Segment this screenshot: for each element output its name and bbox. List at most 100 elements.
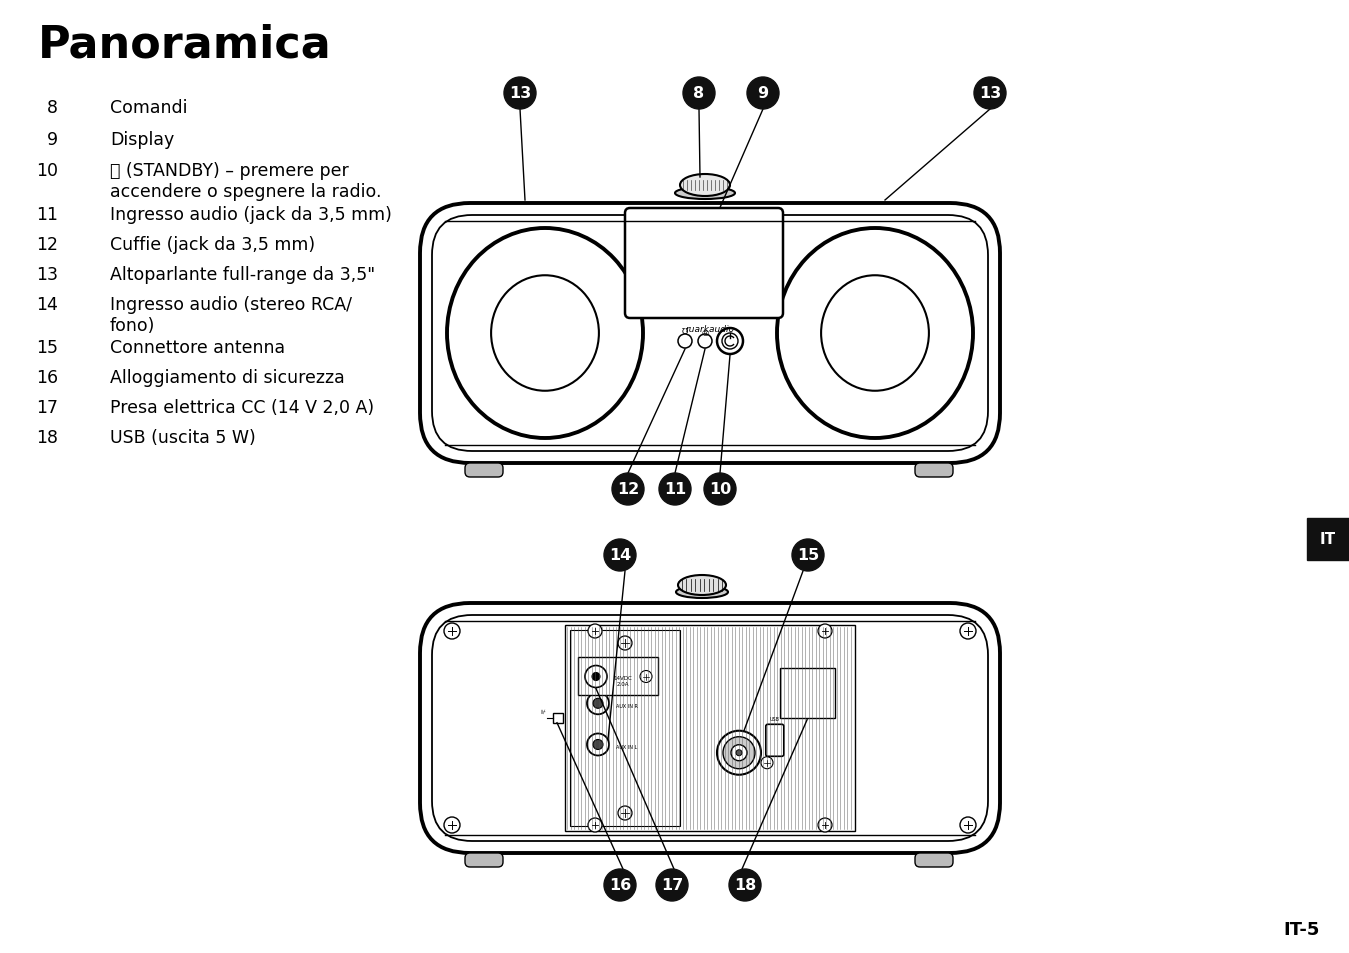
FancyBboxPatch shape [1307, 518, 1349, 560]
Circle shape [718, 329, 743, 355]
Text: 12: 12 [36, 235, 58, 253]
Circle shape [587, 693, 608, 715]
Circle shape [960, 623, 975, 639]
Text: 13: 13 [509, 87, 532, 101]
FancyBboxPatch shape [915, 853, 952, 867]
Text: 14VDC
2.0A: 14VDC 2.0A [614, 676, 633, 686]
Circle shape [697, 335, 712, 349]
Text: USB: USB [770, 716, 780, 721]
FancyBboxPatch shape [553, 713, 563, 723]
FancyBboxPatch shape [420, 204, 1000, 463]
FancyBboxPatch shape [625, 209, 782, 318]
FancyBboxPatch shape [780, 668, 835, 718]
Circle shape [817, 624, 832, 639]
Text: USB (uscita 5 W): USB (uscita 5 W) [111, 429, 256, 447]
Text: 12: 12 [616, 482, 639, 497]
Text: Connettore antenna: Connettore antenna [111, 338, 285, 356]
Text: 18: 18 [36, 429, 58, 447]
Circle shape [718, 731, 761, 775]
Text: 11: 11 [36, 206, 58, 224]
Circle shape [588, 624, 602, 639]
Circle shape [747, 78, 778, 110]
Text: ◎: ◎ [701, 327, 708, 336]
Text: 11: 11 [664, 482, 687, 497]
FancyBboxPatch shape [915, 463, 952, 477]
Circle shape [604, 869, 635, 901]
Circle shape [704, 474, 737, 505]
FancyBboxPatch shape [577, 657, 658, 695]
Text: ℧: ℧ [681, 327, 688, 336]
Text: ruarkaudio: ruarkaudio [685, 324, 734, 334]
FancyBboxPatch shape [565, 625, 855, 831]
Text: Ingresso audio (stereo RCA/
fono): Ingresso audio (stereo RCA/ fono) [111, 295, 352, 335]
Text: 10: 10 [36, 162, 58, 180]
Text: 15: 15 [36, 338, 58, 356]
Ellipse shape [676, 586, 728, 598]
Text: Altoparlante full-range da 3,5": Altoparlante full-range da 3,5" [111, 266, 375, 284]
Text: IT-5: IT-5 [1284, 920, 1321, 938]
Circle shape [444, 817, 460, 833]
Circle shape [960, 817, 975, 833]
Text: Ingresso audio (jack da 3,5 mm): Ingresso audio (jack da 3,5 mm) [111, 206, 391, 224]
FancyBboxPatch shape [465, 463, 503, 477]
Ellipse shape [447, 229, 643, 438]
Circle shape [683, 78, 715, 110]
Circle shape [817, 818, 832, 832]
Circle shape [588, 818, 602, 832]
Circle shape [737, 750, 742, 756]
Text: 14: 14 [36, 295, 58, 314]
Ellipse shape [822, 276, 929, 392]
Text: AUX IN R: AUX IN R [616, 703, 638, 708]
Circle shape [594, 699, 603, 708]
Circle shape [618, 806, 631, 821]
Text: ⏻ (STANDBY) – premere per
accendere o spegnere la radio.: ⏻ (STANDBY) – premere per accendere o sp… [111, 162, 382, 200]
Circle shape [612, 474, 643, 505]
Circle shape [731, 745, 747, 760]
Ellipse shape [777, 229, 973, 438]
Text: 17: 17 [36, 398, 58, 416]
Text: 17: 17 [661, 878, 683, 893]
Text: Comandi: Comandi [111, 99, 188, 117]
Ellipse shape [674, 188, 735, 200]
Text: 16: 16 [36, 369, 58, 387]
FancyBboxPatch shape [420, 603, 1000, 853]
Circle shape [639, 671, 652, 682]
Text: 14: 14 [608, 548, 631, 563]
Text: 8: 8 [47, 99, 58, 117]
FancyBboxPatch shape [465, 853, 503, 867]
Text: AUX IN L: AUX IN L [616, 744, 637, 749]
Circle shape [761, 757, 773, 769]
Circle shape [723, 737, 755, 769]
Circle shape [618, 637, 631, 650]
Text: 10: 10 [708, 482, 731, 497]
Text: 9: 9 [757, 87, 769, 101]
Circle shape [587, 734, 608, 756]
Circle shape [505, 78, 536, 110]
Circle shape [592, 673, 600, 680]
Text: IT: IT [1319, 532, 1336, 547]
Circle shape [728, 869, 761, 901]
FancyBboxPatch shape [571, 630, 680, 826]
Text: 9: 9 [47, 131, 58, 149]
Ellipse shape [680, 174, 730, 196]
Circle shape [722, 334, 738, 350]
Circle shape [594, 740, 603, 750]
Text: Panoramica: Panoramica [38, 24, 332, 67]
Text: ⊮: ⊮ [541, 709, 545, 715]
Ellipse shape [491, 276, 599, 392]
Text: 18: 18 [734, 878, 757, 893]
Circle shape [679, 335, 692, 349]
Circle shape [585, 666, 607, 688]
Text: 8: 8 [693, 87, 704, 101]
Circle shape [444, 623, 460, 639]
Circle shape [792, 539, 824, 572]
Text: Alloggiamento di sicurezza: Alloggiamento di sicurezza [111, 369, 345, 387]
Text: Cuffie (jack da 3,5 mm): Cuffie (jack da 3,5 mm) [111, 235, 316, 253]
FancyBboxPatch shape [766, 724, 784, 757]
Circle shape [604, 539, 635, 572]
Text: 13: 13 [36, 266, 58, 284]
Text: Display: Display [111, 131, 174, 149]
Circle shape [974, 78, 1006, 110]
Text: 16: 16 [608, 878, 631, 893]
Ellipse shape [679, 576, 726, 596]
